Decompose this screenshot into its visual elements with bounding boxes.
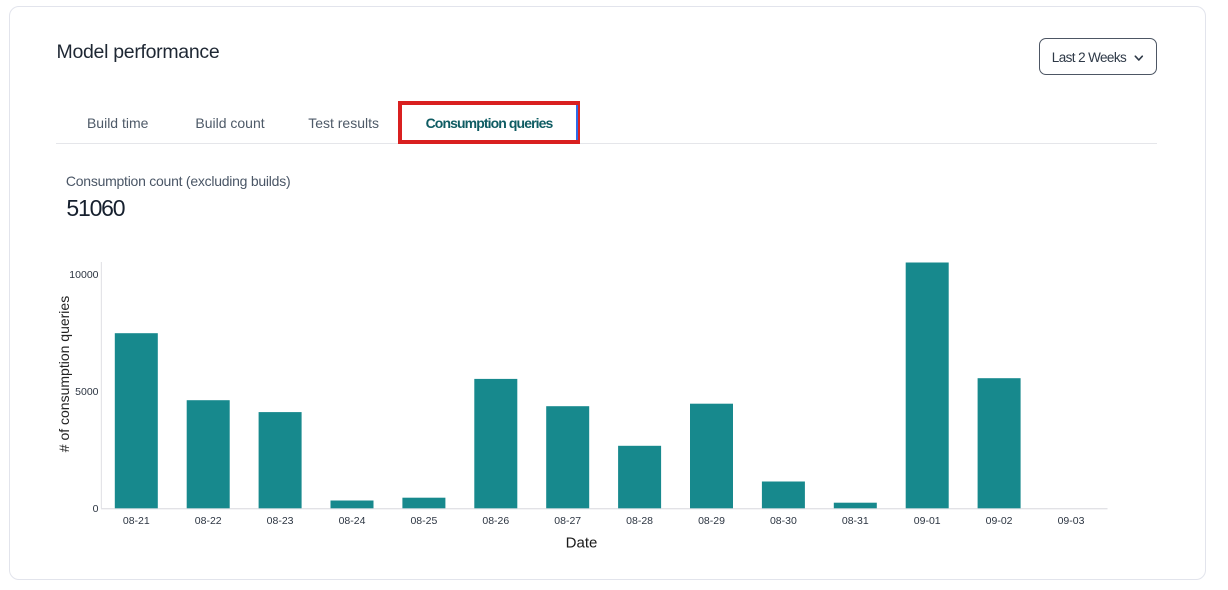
svg-text:08-24: 08-24 <box>339 515 366 527</box>
svg-text:10000: 10000 <box>69 269 98 281</box>
svg-text:08-21: 08-21 <box>123 515 150 527</box>
svg-text:08-31: 08-31 <box>842 515 869 527</box>
svg-text:# of consumption queries: # of consumption queries <box>56 296 72 452</box>
svg-text:08-27: 08-27 <box>554 515 581 527</box>
svg-text:09-02: 09-02 <box>986 515 1013 527</box>
svg-text:09-03: 09-03 <box>1058 515 1085 527</box>
svg-text:08-29: 08-29 <box>698 515 725 527</box>
svg-text:08-30: 08-30 <box>770 515 797 527</box>
svg-text:08-26: 08-26 <box>482 515 509 527</box>
svg-text:08-23: 08-23 <box>267 515 294 527</box>
svg-text:09-01: 09-01 <box>914 515 941 527</box>
svg-text:08-22: 08-22 <box>195 515 222 527</box>
svg-text:Date: Date <box>566 534 598 551</box>
svg-text:08-25: 08-25 <box>410 515 437 527</box>
svg-text:0: 0 <box>93 503 99 515</box>
svg-text:08-28: 08-28 <box>626 515 653 527</box>
svg-text:5000: 5000 <box>75 386 99 398</box>
